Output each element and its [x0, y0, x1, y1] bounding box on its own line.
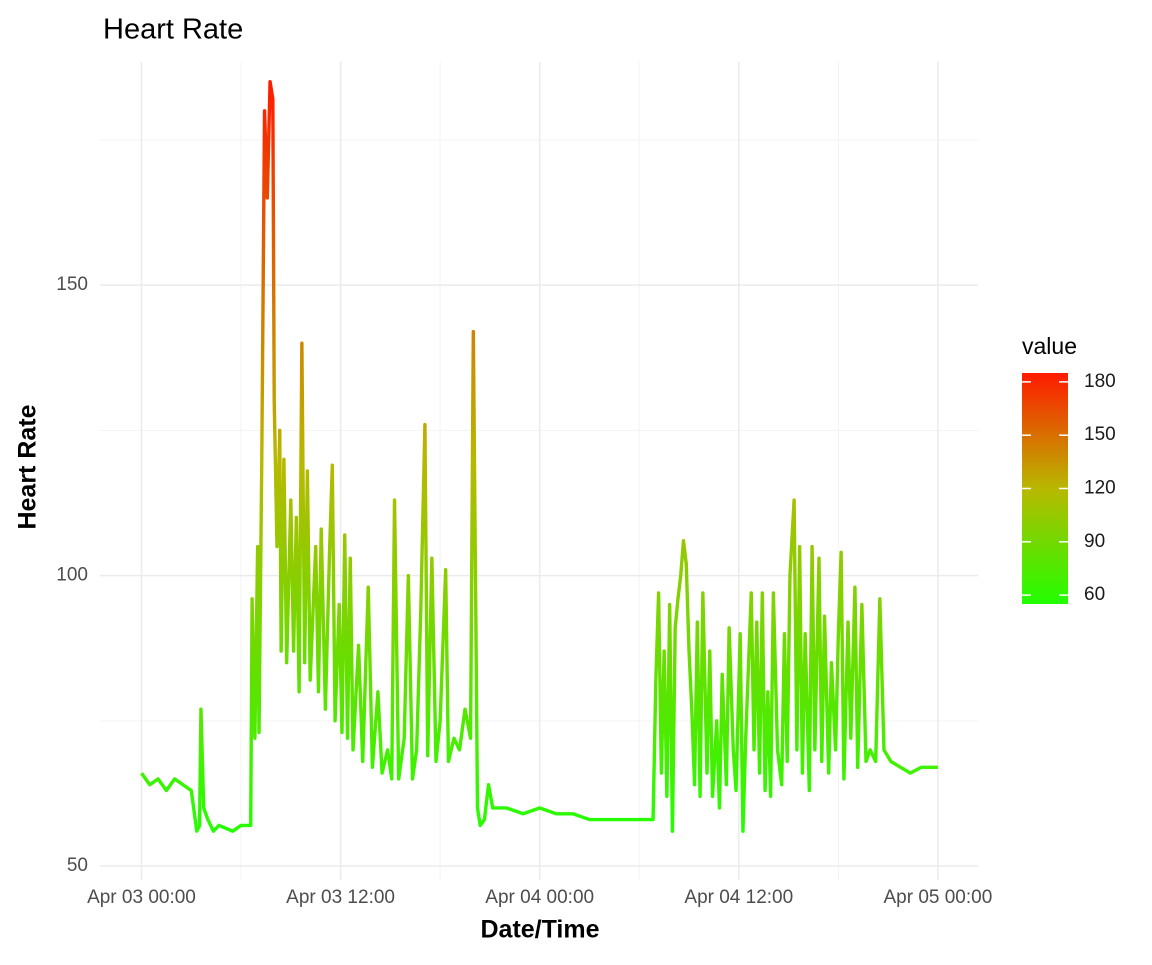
x-tick-label: Apr 03 12:00 — [286, 887, 395, 908]
heart-rate-line — [140, 80, 938, 833]
x-tick-label: Apr 04 12:00 — [684, 887, 793, 908]
y-tick-label: 100 — [56, 565, 88, 586]
legend-tick-label: 60 — [1084, 584, 1105, 605]
legend-tick-label: 120 — [1084, 478, 1116, 499]
y-axis-title: Heart Rate — [14, 404, 42, 529]
x-tick-label: Apr 03 00:00 — [87, 887, 196, 908]
legend-tick-label: 150 — [1084, 424, 1116, 445]
x-tick-label: Apr 05 00:00 — [883, 887, 992, 908]
x-tick-label: Apr 04 00:00 — [485, 887, 594, 908]
legend-tick-label: 180 — [1084, 371, 1116, 392]
chart-title: Heart Rate — [103, 14, 243, 46]
x-axis-title: Date/Time — [480, 916, 599, 944]
y-tick-label: 150 — [56, 274, 88, 295]
y-tick-label: 50 — [67, 855, 88, 876]
legend-tick-label: 90 — [1084, 531, 1105, 552]
legend-title: value — [1022, 333, 1077, 359]
